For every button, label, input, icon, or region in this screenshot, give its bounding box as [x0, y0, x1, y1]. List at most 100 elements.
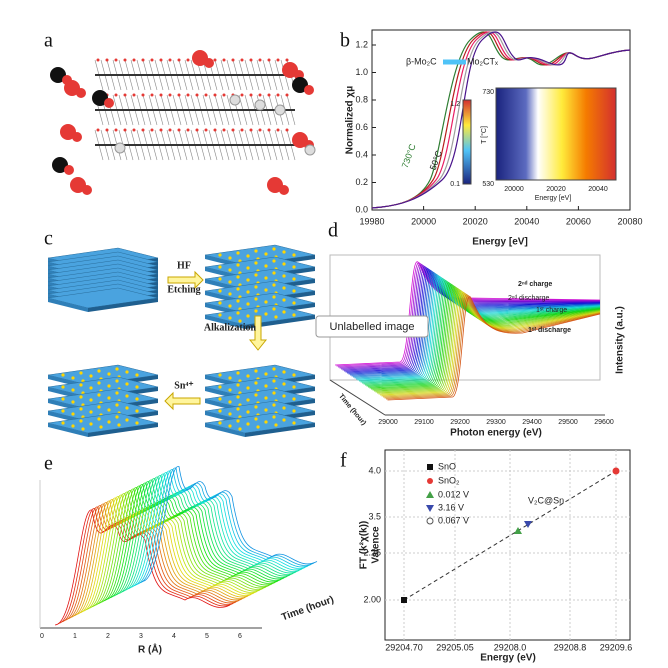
shape	[114, 128, 118, 132]
shape	[107, 420, 111, 424]
shape	[97, 417, 101, 421]
shape	[285, 128, 289, 132]
shape	[117, 423, 121, 427]
t-tick: 530	[482, 181, 494, 188]
shape	[79, 371, 83, 375]
shape	[285, 93, 289, 97]
shape	[246, 266, 250, 270]
shape	[81, 496, 258, 612]
step-label: Sn⁴⁺	[174, 380, 193, 391]
shape	[218, 253, 222, 257]
shape	[292, 77, 308, 93]
y-axis-label: Intensity (a.u.)	[615, 306, 626, 374]
shape	[114, 142, 126, 154]
shape	[218, 313, 222, 317]
shape	[104, 98, 114, 108]
colorbar-tick: 1.2	[450, 101, 460, 108]
x-tick-label: 20020	[463, 216, 488, 226]
panel-label: d	[328, 220, 338, 242]
shape	[54, 509, 231, 626]
shape	[282, 262, 286, 266]
shape	[264, 312, 268, 316]
shape	[246, 374, 250, 378]
shape	[79, 407, 83, 411]
shape	[236, 263, 240, 267]
shape	[462, 99, 472, 185]
shape	[141, 93, 145, 97]
annotation: Mo₂CTₓ	[467, 56, 498, 66]
shape	[514, 527, 522, 534]
shape	[218, 289, 222, 293]
shape	[87, 493, 264, 609]
shape	[282, 274, 286, 278]
shape	[72, 132, 82, 142]
shape	[427, 478, 433, 484]
shape	[52, 157, 68, 173]
shape	[141, 58, 145, 62]
x-tick-label: 20060	[566, 216, 591, 226]
shape	[282, 394, 286, 398]
shape	[186, 128, 190, 132]
shape	[89, 410, 93, 414]
panel-label: e	[44, 453, 53, 475]
shape	[292, 301, 296, 305]
shape	[228, 424, 232, 428]
shape	[213, 93, 217, 97]
shape	[150, 93, 154, 97]
shape	[292, 132, 308, 148]
shape	[61, 385, 65, 389]
shape	[254, 99, 266, 111]
shape	[107, 372, 111, 376]
x-tick-label: 29000	[378, 419, 398, 426]
y-tick-label: 1.2	[355, 39, 368, 49]
x-tick-label: 20080	[617, 216, 642, 226]
annotation: 730°C	[400, 142, 418, 169]
shape	[264, 300, 268, 304]
shape	[264, 372, 268, 376]
shape	[105, 58, 109, 62]
shape	[61, 397, 65, 401]
shape	[236, 407, 240, 411]
shape	[384, 449, 631, 641]
shape	[254, 285, 258, 289]
shape	[228, 280, 232, 284]
shape	[524, 521, 532, 528]
x-tick-label: 29600	[594, 419, 614, 426]
shape	[254, 297, 258, 301]
shape	[123, 128, 127, 132]
shape	[254, 405, 258, 409]
shape	[213, 58, 217, 62]
y-tick-label: 3.5	[368, 511, 381, 521]
shape	[115, 379, 119, 383]
shape	[254, 381, 258, 385]
shape	[272, 307, 276, 311]
shape	[264, 408, 268, 412]
x-tick-label: 29205.05	[436, 642, 474, 652]
shape	[282, 370, 286, 374]
shape	[292, 397, 296, 401]
shape	[79, 419, 83, 423]
x-tick-label: 29500	[558, 419, 578, 426]
shape	[89, 374, 93, 378]
x-tick-label: 29209.6	[600, 642, 633, 652]
shape	[105, 128, 109, 132]
shape	[246, 314, 250, 318]
legend-label: 0.067 V	[438, 515, 469, 525]
x-tick-label: 29400	[522, 419, 542, 426]
shape	[218, 277, 222, 281]
shape	[272, 259, 276, 263]
shape	[246, 398, 250, 402]
shape	[282, 406, 286, 410]
shape	[254, 261, 258, 265]
t-tick: 730	[482, 89, 494, 96]
y-tick-label: 4.0	[368, 465, 381, 475]
shape	[218, 385, 222, 389]
y-tick-label: 2.00	[363, 594, 381, 604]
shape	[96, 58, 100, 62]
illustrations	[39, 29, 631, 641]
shape	[125, 370, 129, 374]
legend-label: 3.16 V	[438, 502, 464, 512]
shape	[115, 391, 119, 395]
shape	[82, 185, 92, 195]
